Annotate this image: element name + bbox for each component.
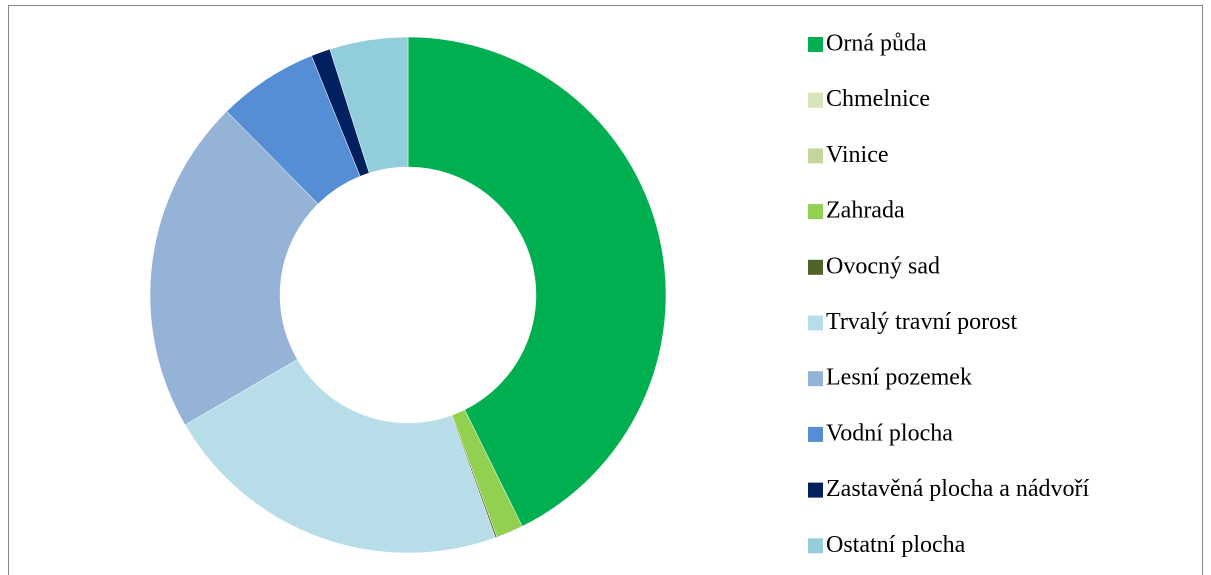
donut-slice bbox=[149, 111, 319, 426]
legend-swatch bbox=[808, 37, 823, 52]
legend-label: Zastavěná plocha a nádvoří bbox=[826, 476, 1090, 502]
legend-label: Vodní plocha bbox=[826, 420, 953, 446]
legend-swatch bbox=[808, 538, 823, 554]
legend-label: Ovocný sad bbox=[826, 253, 940, 279]
legend-swatch bbox=[808, 371, 823, 387]
donut-slice bbox=[329, 36, 409, 174]
legend-label: Trvalý travní porost bbox=[826, 309, 1017, 335]
legend-swatch bbox=[808, 315, 823, 331]
legend-label: Lesní pozemek bbox=[826, 365, 972, 391]
legend-swatch bbox=[808, 92, 823, 108]
legend-label: Zahrada bbox=[826, 198, 905, 224]
legend-swatch bbox=[808, 426, 823, 442]
legend-label: Ostatní plocha bbox=[826, 532, 966, 558]
legend-swatch bbox=[808, 204, 823, 220]
legend-label: Chmelnice bbox=[826, 86, 930, 112]
legend-label: Orná půda bbox=[826, 31, 927, 57]
donut-slice bbox=[184, 359, 496, 554]
legend-swatch bbox=[808, 259, 823, 275]
legend-swatch bbox=[808, 148, 823, 164]
legend-swatch bbox=[808, 482, 823, 498]
legend-label: Vinice bbox=[826, 142, 889, 168]
